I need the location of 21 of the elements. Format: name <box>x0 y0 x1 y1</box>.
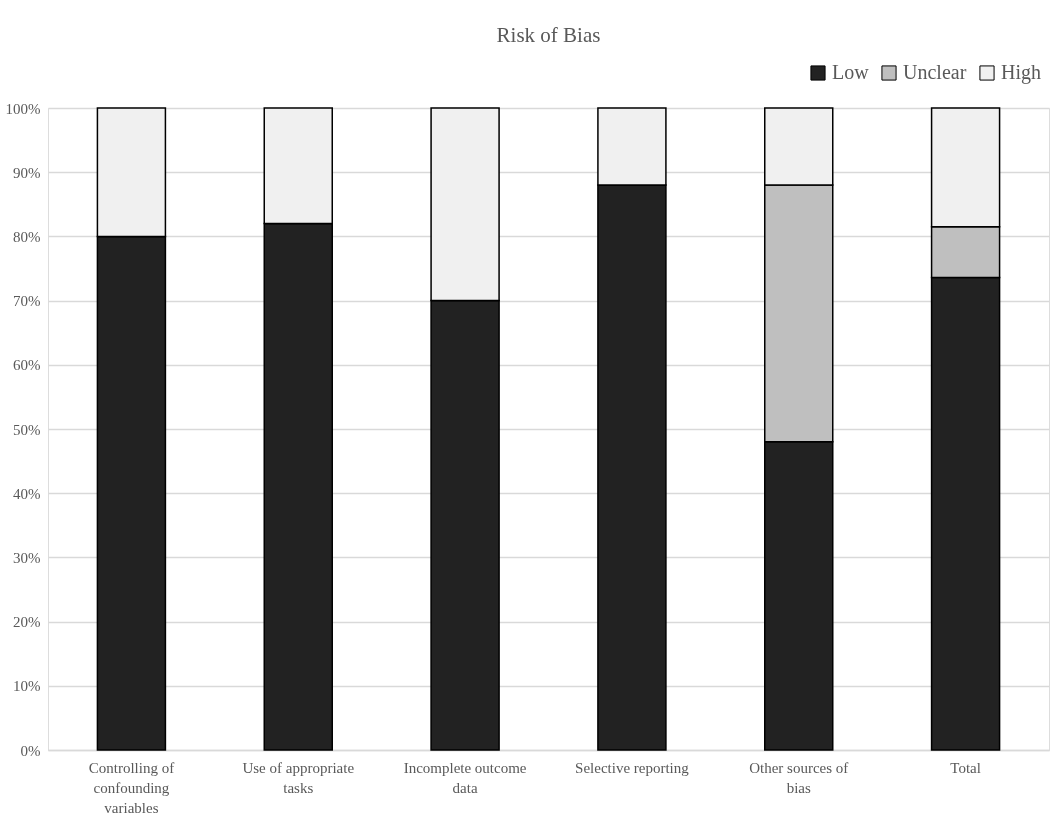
x-tick-label: Total <box>950 759 981 776</box>
y-tick-label: 20% <box>13 614 41 631</box>
x-tick-label: Controlling of confounding variables <box>88 759 175 816</box>
x-tick-label: Selective reporting <box>575 759 690 776</box>
chart-title: Risk of Bias <box>496 23 601 47</box>
y-tick-label: 0% <box>20 742 41 759</box>
x-tick-label: Other sources of bias <box>749 759 849 796</box>
y-tick-label: 10% <box>13 678 41 695</box>
y-tick-label: 30% <box>13 549 41 566</box>
y-tick-label: 90% <box>13 164 41 181</box>
y-tick-label: 70% <box>13 293 41 310</box>
legend-label: Unclear <box>903 61 967 83</box>
y-tick-label: 40% <box>13 485 41 502</box>
x-tick-label: Incomplete outcome data <box>403 759 527 796</box>
y-tick-label: 100% <box>5 100 41 117</box>
y-tick-label: 50% <box>13 421 41 438</box>
y-tick-label: 60% <box>13 357 41 374</box>
y-tick-label: 80% <box>13 228 41 245</box>
legend-label: High <box>1001 61 1041 84</box>
x-tick-label: Use of appropriate tasks <box>242 759 355 796</box>
legend-label: Low <box>832 61 870 83</box>
